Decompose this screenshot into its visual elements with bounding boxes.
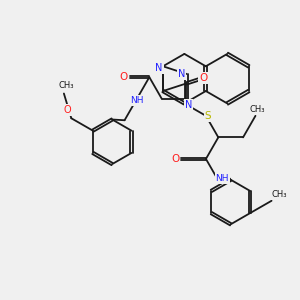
Text: N: N	[178, 69, 185, 79]
Text: CH₃: CH₃	[272, 190, 287, 199]
Text: S: S	[205, 111, 211, 121]
Text: N: N	[155, 63, 163, 73]
Text: CH₃: CH₃	[58, 81, 74, 90]
Text: NH: NH	[130, 96, 144, 105]
Text: O: O	[199, 73, 208, 83]
Text: NH: NH	[215, 174, 229, 183]
Text: O: O	[171, 154, 179, 164]
Text: N: N	[185, 100, 192, 110]
Text: CH₃: CH₃	[250, 105, 265, 114]
Text: O: O	[64, 105, 71, 115]
Text: O: O	[119, 72, 128, 82]
